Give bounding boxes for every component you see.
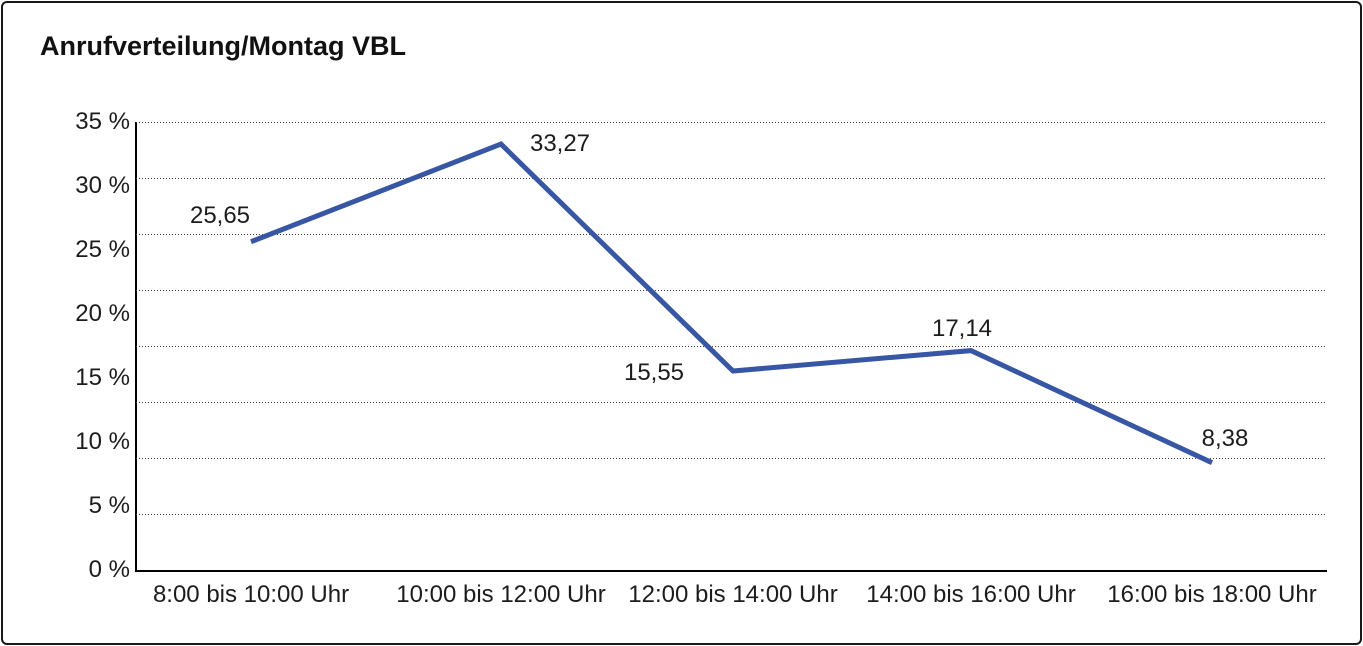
y-tick-label: 35 %: [75, 108, 130, 135]
gridline: [136, 458, 1327, 459]
gridline: [136, 122, 1327, 123]
y-axis-line: [135, 122, 137, 572]
y-tick-label: 0 %: [88, 556, 130, 583]
y-tick-label: 20 %: [75, 300, 130, 327]
gridline: [136, 290, 1327, 291]
y-tick-label: 10 %: [75, 428, 130, 455]
x-tick-label: 10:00 bis 12:00 Uhr: [396, 581, 606, 608]
y-tick-label: 25 %: [75, 236, 130, 263]
plot-area: 25,65 33,27 15,55 17,14 8,38: [136, 122, 1327, 570]
x-tick-label: 8:00 bis 10:00 Uhr: [152, 581, 350, 608]
gridline: [136, 178, 1327, 179]
data-point-label: 8,38: [1201, 424, 1249, 452]
data-point-label: 15,55: [623, 358, 685, 386]
data-point-label: 33,27: [529, 130, 591, 158]
y-tick-label: 15 %: [75, 364, 130, 391]
x-tick-label: 14:00 bis 16:00 Uhr: [866, 581, 1076, 608]
y-tick-label: 30 %: [75, 172, 130, 199]
line-series: [250, 141, 1214, 465]
data-point-label: 25,65: [189, 201, 251, 229]
data-line: [250, 141, 1214, 465]
gridline: [136, 346, 1327, 347]
chart-title: Anrufverteilung/Montag VBL: [40, 31, 406, 61]
x-axis-line: [135, 570, 1327, 572]
gridline: [136, 234, 1327, 235]
data-point-label: 17,14: [931, 314, 993, 342]
x-tick-label: 12:00 bis 14:00 Uhr: [628, 581, 838, 608]
y-tick-label: 5 %: [88, 492, 130, 519]
gridline: [136, 514, 1327, 515]
gridline: [136, 402, 1327, 403]
x-tick-label: 16:00 bis 18:00 Uhr: [1107, 581, 1317, 608]
